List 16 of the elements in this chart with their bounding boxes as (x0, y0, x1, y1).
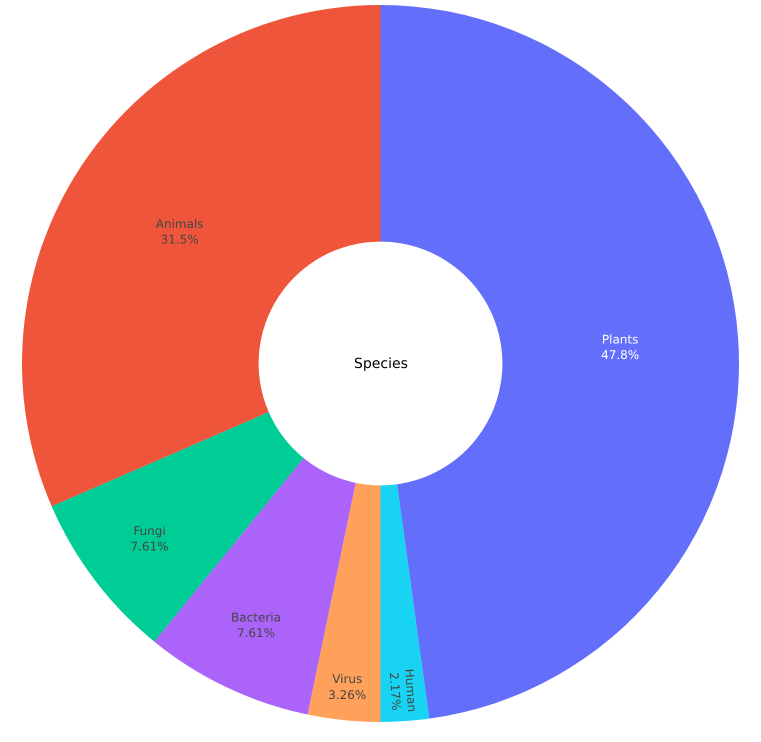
donut-slice (52, 412, 304, 642)
donut-slice (380, 484, 430, 722)
slice-label: Human (402, 668, 420, 712)
slice-label: Virus (332, 672, 362, 686)
data-label: 47.8% (601, 348, 640, 362)
data-label: 31.5% (160, 232, 199, 247)
data-label: 3.26% (328, 688, 366, 702)
slice-label: Animals (156, 216, 204, 231)
slice-label: Plants (602, 332, 638, 346)
text: Species (354, 356, 408, 372)
data-label: 7.61% (130, 539, 169, 554)
donut-slice (308, 482, 380, 722)
slice-label: Bacteria (231, 610, 281, 624)
data-label: 7.61% (236, 626, 276, 640)
slice-label: Fungi (133, 524, 166, 538)
data-label: 2.17% (386, 672, 404, 711)
